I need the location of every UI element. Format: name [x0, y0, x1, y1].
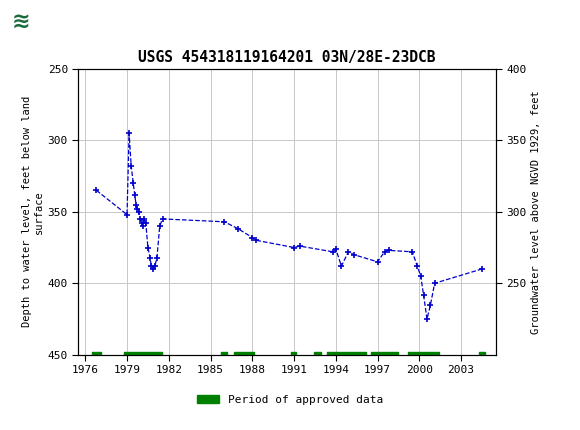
Title: USGS 454318119164201 03N/28E-23DCB: USGS 454318119164201 03N/28E-23DCB	[139, 50, 436, 65]
Bar	[5, 3, 97, 42]
Legend: Period of approved data: Period of approved data	[193, 390, 387, 409]
Text: ≋: ≋	[12, 12, 30, 32]
Text: USGS: USGS	[41, 12, 96, 31]
Y-axis label: Depth to water level, feet below land
surface: Depth to water level, feet below land su…	[22, 96, 44, 327]
Y-axis label: Groundwater level above NGVD 1929, feet: Groundwater level above NGVD 1929, feet	[531, 90, 541, 334]
